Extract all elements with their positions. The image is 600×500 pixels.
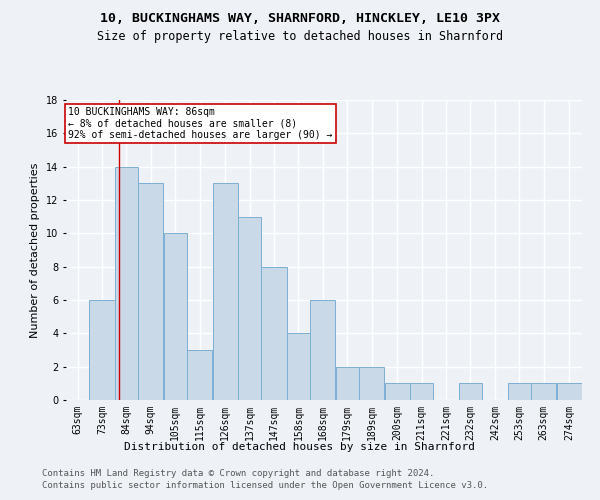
- Text: Size of property relative to detached houses in Sharnford: Size of property relative to detached ho…: [97, 30, 503, 43]
- Bar: [212, 184, 238, 400]
- Bar: [115, 166, 138, 400]
- Text: Distribution of detached houses by size in Sharnford: Distribution of detached houses by size …: [125, 442, 476, 452]
- Text: Contains HM Land Registry data © Crown copyright and database right 2024.: Contains HM Land Registry data © Crown c…: [42, 468, 434, 477]
- Y-axis label: Number of detached properties: Number of detached properties: [31, 162, 40, 338]
- Bar: [262, 266, 287, 400]
- Bar: [508, 384, 530, 400]
- Bar: [336, 366, 359, 400]
- Text: 10 BUCKINGHAMS WAY: 86sqm
← 8% of detached houses are smaller (8)
92% of semi-de: 10 BUCKINGHAMS WAY: 86sqm ← 8% of detach…: [68, 106, 332, 140]
- Bar: [287, 334, 310, 400]
- Bar: [310, 300, 335, 400]
- Bar: [410, 384, 433, 400]
- Text: Contains public sector information licensed under the Open Government Licence v3: Contains public sector information licen…: [42, 481, 488, 490]
- Bar: [139, 184, 163, 400]
- Bar: [164, 234, 187, 400]
- Bar: [89, 300, 115, 400]
- Bar: [531, 384, 556, 400]
- Text: 10, BUCKINGHAMS WAY, SHARNFORD, HINCKLEY, LE10 3PX: 10, BUCKINGHAMS WAY, SHARNFORD, HINCKLEY…: [100, 12, 500, 26]
- Bar: [238, 216, 261, 400]
- Bar: [459, 384, 482, 400]
- Bar: [359, 366, 384, 400]
- Bar: [187, 350, 212, 400]
- Bar: [385, 384, 410, 400]
- Bar: [557, 384, 582, 400]
